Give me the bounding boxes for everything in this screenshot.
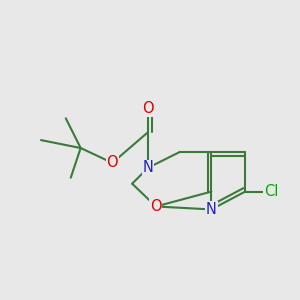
Text: N: N [142,160,154,175]
Text: Cl: Cl [264,184,278,199]
Text: O: O [142,101,154,116]
Text: N: N [206,202,217,217]
Text: O: O [150,199,162,214]
Text: O: O [106,155,118,170]
